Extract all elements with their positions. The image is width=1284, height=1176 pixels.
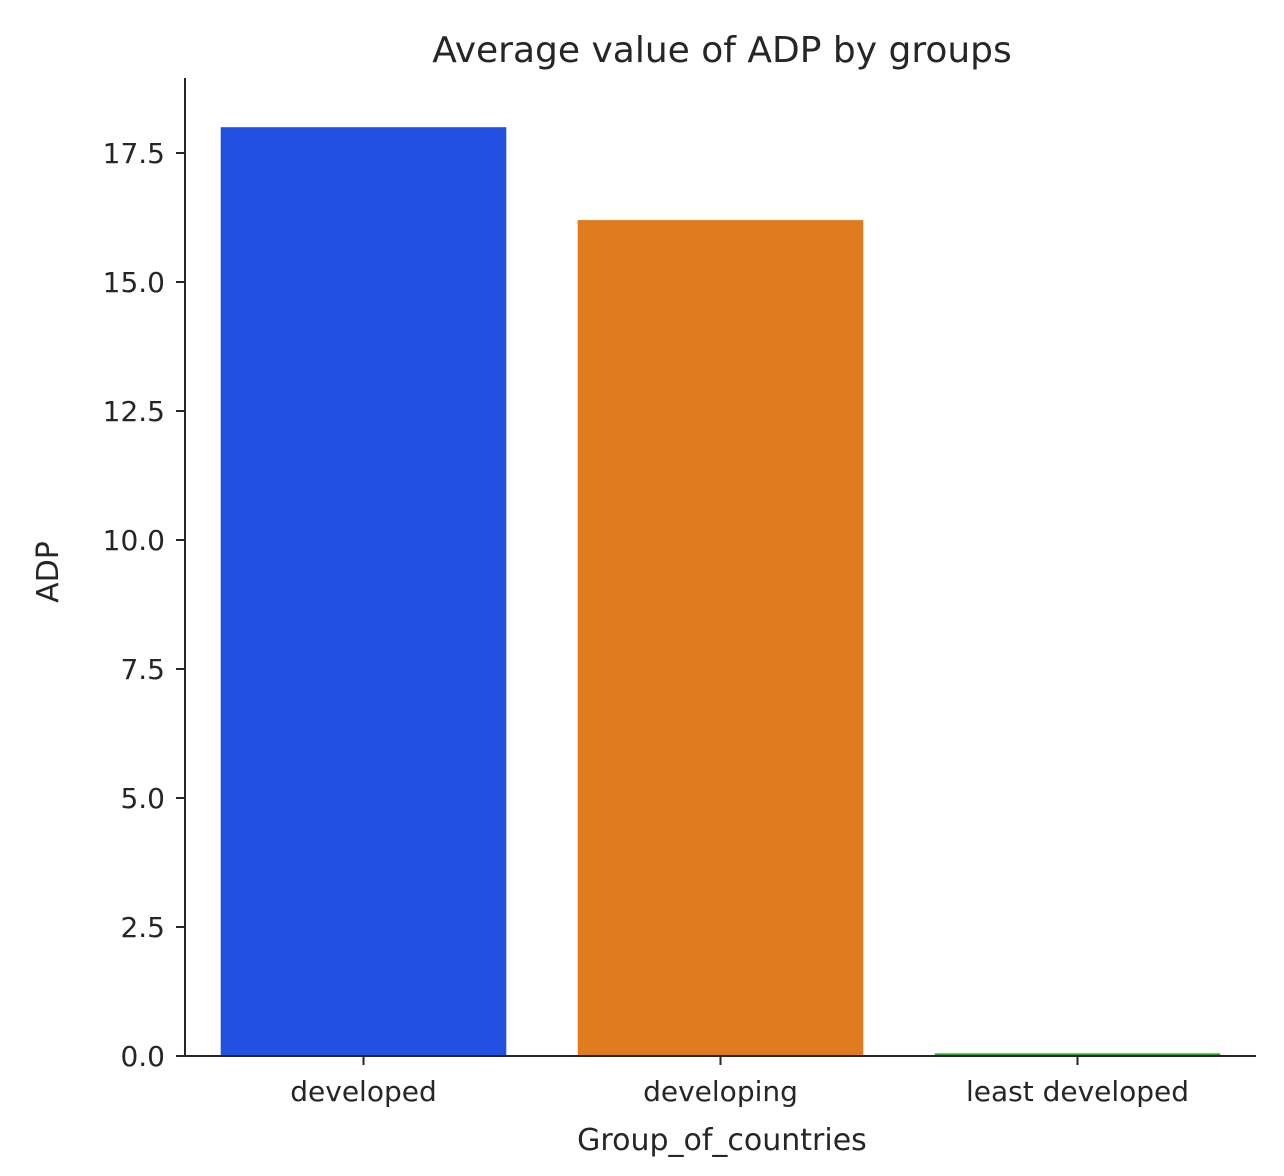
chart-title: Average value of ADP by groups [432, 30, 1012, 71]
x-tick-label: developed [290, 1075, 436, 1108]
x-tick-label: developing [643, 1075, 798, 1108]
y-tick-label: 17.5 [103, 137, 165, 170]
x-axis-ticks: developed developing least developed [290, 1056, 1189, 1108]
y-tick-label: 7.5 [120, 653, 165, 686]
y-tick-label: 12.5 [103, 395, 165, 428]
y-tick-label: 2.5 [120, 911, 165, 944]
bar-developed [220, 127, 507, 1056]
y-tick-label: 5.0 [120, 782, 165, 815]
y-axis-ticks: 0.0 2.5 5.0 7.5 10.0 12.5 15.0 17.5 [103, 137, 185, 1073]
x-tick-label: least developed [966, 1075, 1189, 1108]
y-tick-label: 0.0 [120, 1040, 165, 1073]
bars-layer [220, 127, 1221, 1056]
y-axis-label: ADP [31, 541, 66, 603]
bar-least-developed [934, 1053, 1221, 1056]
y-tick-label: 15.0 [103, 266, 165, 299]
bar-developing [577, 220, 864, 1056]
y-tick-label: 10.0 [103, 524, 165, 557]
x-axis-label: Group_of_countries [577, 1123, 867, 1158]
